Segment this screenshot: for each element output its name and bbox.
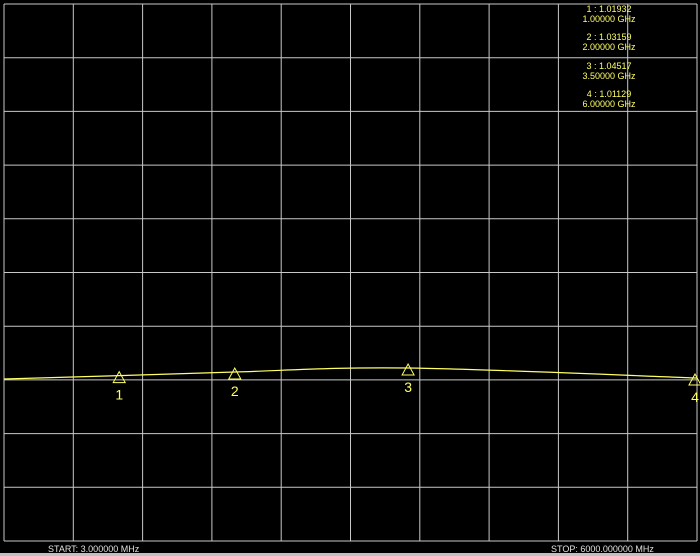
- trace-line: [3, 367, 698, 380]
- start-frequency-label: START: 3.000000 MHz: [48, 544, 140, 554]
- marker-4-label: 4: [691, 389, 699, 405]
- bottom-border: [0, 553, 700, 556]
- marker-readout-2: 2 : 1.03159 2.00000 GHz: [582, 32, 636, 52]
- marker-3-label: 3: [404, 379, 412, 395]
- marker-2-label: 2: [231, 383, 239, 399]
- stop-frequency-label: STOP: 6000.000000 MHz: [551, 544, 654, 554]
- marker-2-triangle-icon: [227, 366, 242, 380]
- marker-readout-4: 4 : 1.01129 6.00000 GHz: [582, 89, 636, 109]
- marker-readout-3: 3 : 1.04517 3.50000 GHz: [582, 61, 636, 81]
- marker-1-label: 1: [115, 387, 123, 403]
- marker-readout-1: 1 : 1.01932 1.00000 GHz: [582, 4, 636, 24]
- marker-1-triangle-icon: [112, 370, 127, 384]
- marker-4-triangle-icon: [688, 372, 700, 386]
- marker-3-triangle-icon: [401, 362, 415, 376]
